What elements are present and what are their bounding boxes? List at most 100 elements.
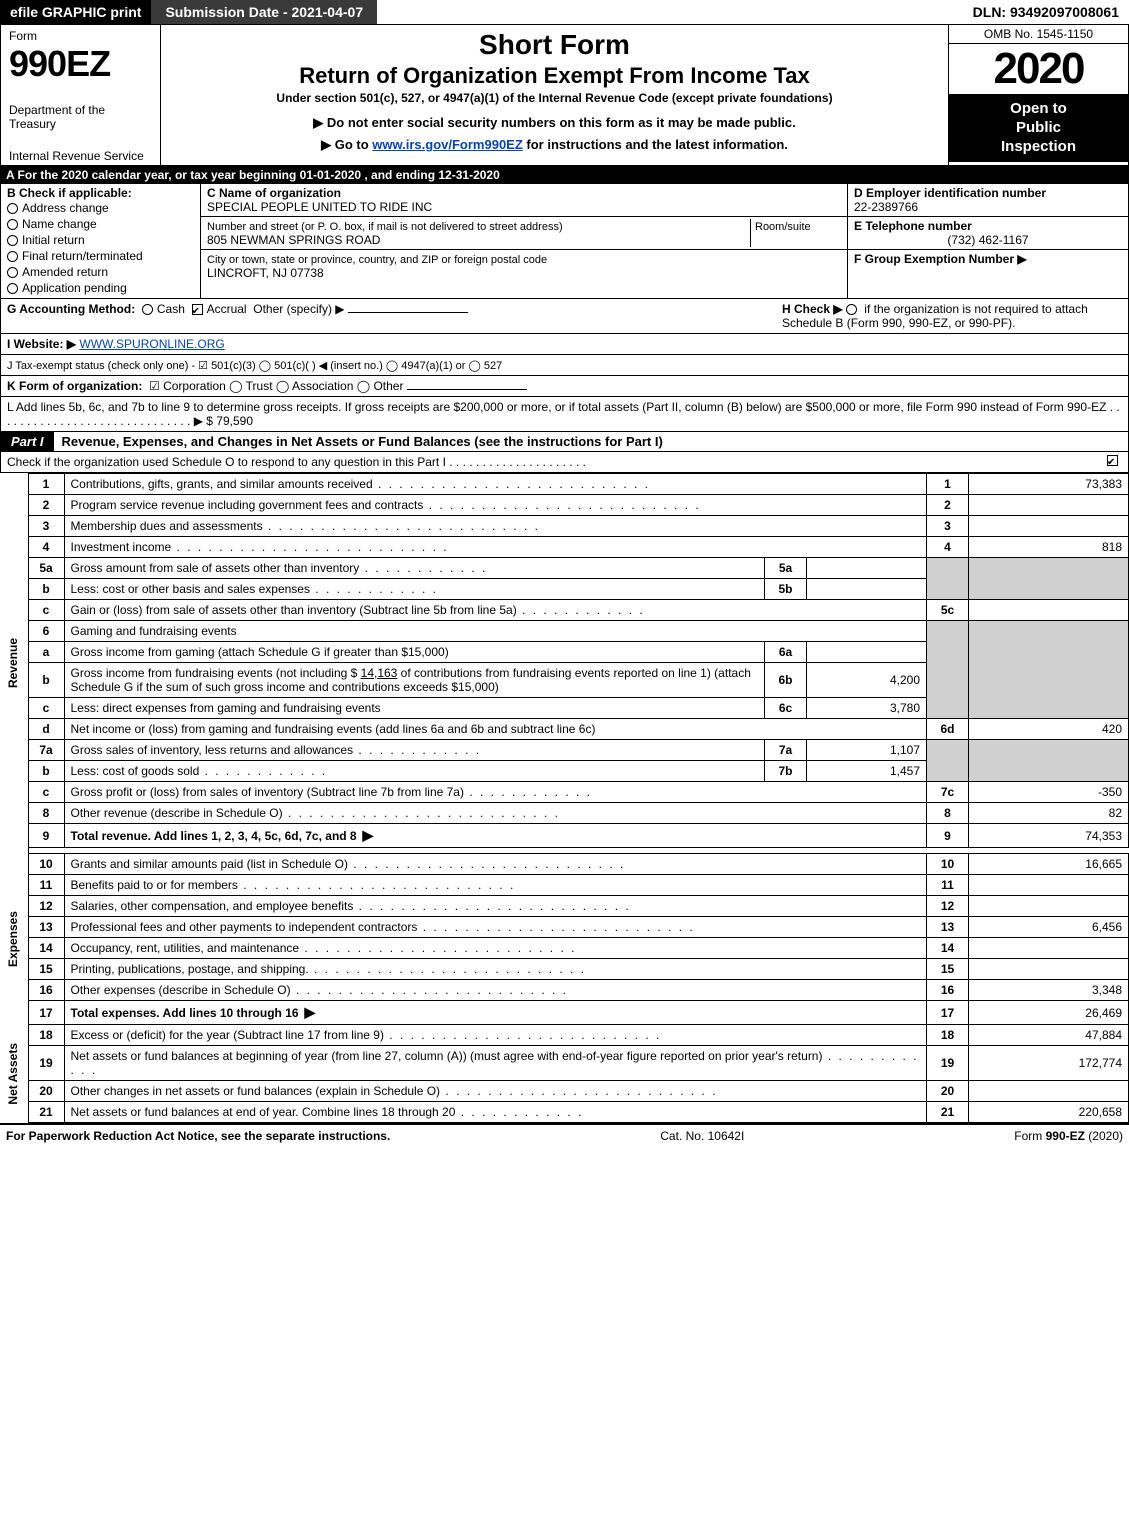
- line-7b-subval: 1,457: [807, 761, 927, 782]
- line-14-val: [969, 938, 1129, 959]
- line-20-desc: Other changes in net assets or fund bala…: [71, 1084, 718, 1098]
- line-17-desc: Total expenses. Add lines 10 through 16: [71, 1006, 318, 1020]
- section-b: B Check if applicable: Address change Na…: [1, 184, 201, 298]
- line-5b-desc: Less: cost or other basis and sales expe…: [71, 582, 438, 596]
- part-1-check-icon[interactable]: [1107, 455, 1118, 466]
- line-5ab-shade-val: [969, 558, 1129, 600]
- dept-treasury: Department of the Treasury: [9, 103, 152, 131]
- line-9-row: 9 Total revenue. Add lines 1, 2, 3, 4, 5…: [0, 824, 1129, 848]
- line-5c-desc: Gain or (loss) from sale of assets other…: [71, 603, 645, 617]
- line-16-box: 16: [927, 980, 969, 1001]
- line-6a-sub: 6a: [765, 642, 807, 663]
- line-18-row: Net Assets 18 Excess or (deficit) for th…: [0, 1025, 1129, 1046]
- footer-form-post: (2020): [1085, 1129, 1123, 1143]
- line-18-desc: Excess or (deficit) for the year (Subtra…: [71, 1028, 662, 1042]
- form-word: Form: [9, 29, 152, 43]
- part-1-check-row: Check if the organization used Schedule …: [0, 452, 1129, 473]
- revenue-side-label: Revenue: [0, 474, 28, 854]
- line-6c-desc: Less: direct expenses from gaming and fu…: [71, 701, 381, 715]
- line-6d-box: 6d: [927, 719, 969, 740]
- line-8-box: 8: [927, 803, 969, 824]
- line-12-box: 12: [927, 896, 969, 917]
- other-org-input[interactable]: [407, 389, 527, 390]
- street-value: 805 NEWMAN SPRINGS ROAD: [207, 233, 380, 247]
- check-address-change[interactable]: Address change: [7, 200, 194, 216]
- line-18-val: 47,884: [969, 1025, 1129, 1046]
- check-amended-return-label: Amended return: [22, 265, 108, 279]
- goto-line: ▶ Go to www.irs.gov/Form990EZ for instru…: [165, 137, 944, 153]
- other-label: Other (specify) ▶: [253, 302, 344, 316]
- row-g-h: G Accounting Method: Cash Accrual Other …: [0, 299, 1129, 334]
- goto-post: for instructions and the latest informat…: [523, 137, 788, 152]
- line-1-row: Revenue 1 Contributions, gifts, grants, …: [0, 474, 1129, 495]
- check-address-change-label: Address change: [22, 201, 109, 215]
- accrual-check-icon[interactable]: [192, 304, 203, 315]
- line-5b-no: b: [28, 579, 64, 600]
- dln-value: DLN: 93492097008061: [963, 0, 1129, 24]
- city-label: City or town, state or province, country…: [207, 254, 547, 266]
- check-amended-return[interactable]: Amended return: [7, 264, 194, 280]
- line-5a-row: 5a Gross amount from sale of assets othe…: [0, 558, 1129, 579]
- line-7c-val: -350: [969, 782, 1129, 803]
- check-final-return[interactable]: Final return/terminated: [7, 248, 194, 264]
- netassets-side-label: Net Assets: [0, 1025, 28, 1123]
- line-6-desc: Gaming and fundraising events: [71, 624, 237, 638]
- h-check-icon[interactable]: [846, 304, 857, 315]
- top-bar: efile GRAPHIC print Submission Date - 20…: [0, 0, 1129, 25]
- line-7b-desc: Less: cost of goods sold: [71, 764, 328, 778]
- line-21-row: 21 Net assets or fund balances at end of…: [0, 1102, 1129, 1123]
- part-1-check-text: Check if the organization used Schedule …: [7, 455, 1107, 469]
- line-9-val: 74,353: [969, 824, 1129, 848]
- check-name-change[interactable]: Name change: [7, 216, 194, 232]
- line-4-val: 818: [969, 537, 1129, 558]
- check-initial-return[interactable]: Initial return: [7, 232, 194, 248]
- cash-radio-icon[interactable]: [142, 304, 153, 315]
- other-specify-input[interactable]: [348, 312, 468, 313]
- footer-form: Form 990-EZ (2020): [1014, 1129, 1123, 1143]
- ein-row: D Employer identification number 22-2389…: [848, 184, 1128, 217]
- part-1-table: Revenue 1 Contributions, gifts, grants, …: [0, 473, 1129, 1123]
- line-6d-row: d Net income or (loss) from gaming and f…: [0, 719, 1129, 740]
- line-12-val: [969, 896, 1129, 917]
- line-19-box: 19: [927, 1046, 969, 1081]
- line-6d-no: d: [28, 719, 64, 740]
- line-19-val: 172,774: [969, 1046, 1129, 1081]
- line-6-no: 6: [28, 621, 64, 642]
- check-final-return-label: Final return/terminated: [22, 249, 143, 263]
- org-name: SPECIAL PEOPLE UNITED TO RIDE INC: [207, 200, 432, 214]
- line-10-desc: Grants and similar amounts paid (list in…: [71, 857, 626, 871]
- inspect-1: Open to: [1010, 100, 1067, 117]
- line-7c-desc: Gross profit or (loss) from sales of inv…: [71, 785, 593, 799]
- line-4-no: 4: [28, 537, 64, 558]
- line-7a-row: 7a Gross sales of inventory, less return…: [0, 740, 1129, 761]
- section-c-label: C Name of organization: [207, 186, 341, 200]
- section-b-title: B Check if applicable:: [7, 186, 132, 200]
- line-8-no: 8: [28, 803, 64, 824]
- line-15-no: 15: [28, 959, 64, 980]
- expenses-side-label: Expenses: [0, 854, 28, 1025]
- website-link[interactable]: WWW.SPURONLINE.ORG: [79, 337, 224, 351]
- line-7ab-shade-val: [969, 740, 1129, 782]
- line-19-row: 19 Net assets or fund balances at beginn…: [0, 1046, 1129, 1081]
- line-7a-sub: 7a: [765, 740, 807, 761]
- irs-link[interactable]: www.irs.gov/Form990EZ: [372, 137, 523, 152]
- line-6c-sub: 6c: [765, 698, 807, 719]
- line-5a-desc: Gross amount from sale of assets other t…: [71, 561, 488, 575]
- line-12-row: 12 Salaries, other compensation, and emp…: [0, 896, 1129, 917]
- line-7c-no: c: [28, 782, 64, 803]
- form-header: Form 990EZ Department of the Treasury In…: [0, 25, 1129, 166]
- city-row: City or town, state or province, country…: [201, 250, 847, 282]
- street-label: Number and street (or P. O. box, if mail…: [207, 221, 563, 233]
- line-12-no: 12: [28, 896, 64, 917]
- line-11-val: [969, 875, 1129, 896]
- row-k: K Form of organization: ☑ Corporation ◯ …: [0, 376, 1129, 397]
- line-6d-val: 420: [969, 719, 1129, 740]
- check-application-pending[interactable]: Application pending: [7, 280, 194, 296]
- goto-pre: ▶ Go to: [321, 137, 372, 152]
- line-11-desc: Benefits paid to or for members: [71, 878, 516, 892]
- line-1-desc: Contributions, gifts, grants, and simila…: [71, 477, 651, 491]
- line-14-no: 14: [28, 938, 64, 959]
- row-i: I Website: ▶ WWW.SPURONLINE.ORG: [0, 334, 1129, 355]
- return-title: Return of Organization Exempt From Incom…: [165, 63, 944, 89]
- street-row: Number and street (or P. O. box, if mail…: [201, 217, 847, 250]
